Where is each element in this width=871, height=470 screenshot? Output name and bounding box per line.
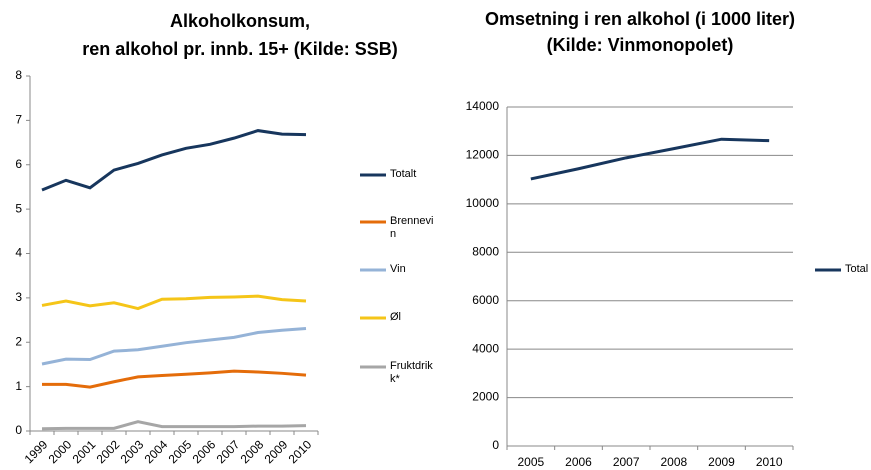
y-tick-label: 6	[15, 157, 22, 171]
x-tick-label: 2004	[142, 437, 171, 466]
x-tick-label: 2001	[70, 437, 99, 466]
chart-title: Omsetning i ren alkohol (i 1000 liter)	[485, 9, 795, 29]
y-tick-label: 2	[15, 334, 22, 348]
legend-entry: Fruktdrikk*	[390, 360, 433, 385]
chart-title: ren alkohol pr. innb. 15+ (Kilde: SSB)	[82, 39, 398, 59]
legend-entry: Totalt	[390, 168, 417, 180]
x-tick-label: 2010	[756, 455, 783, 469]
legend-entry: Brennevin	[390, 215, 434, 240]
x-tick-label: 2006	[190, 437, 219, 466]
x-tick-label: 2005	[166, 437, 195, 466]
y-tick-label: 10000	[466, 196, 500, 210]
y-tick-label: 12000	[466, 148, 500, 162]
y-tick-label: 4	[15, 246, 22, 260]
y-tick-label: 3	[15, 290, 22, 304]
x-tick-label: 2007	[613, 455, 640, 469]
series-line	[41, 326, 307, 366]
x-tick-label: 2007	[214, 437, 243, 466]
y-tick-label: 4000	[472, 341, 499, 355]
x-tick-label: 2006	[565, 455, 592, 469]
x-tick-label: 2000	[46, 437, 75, 466]
x-tick-label: 2010	[286, 437, 315, 466]
legend-label: Øl	[390, 311, 401, 323]
x-tick-label: 2008	[238, 437, 267, 466]
chart-title: (Kilde: Vinmonopolet)	[547, 35, 734, 55]
x-tick-label: 2003	[118, 437, 147, 466]
y-tick-label: 8000	[472, 244, 499, 258]
chart-title: Alkoholkonsum,	[170, 11, 310, 31]
x-tick-label: 1999	[22, 437, 51, 466]
legend-label: Vin	[390, 263, 406, 275]
y-tick-label: 6000	[472, 293, 499, 307]
y-tick-label: 0	[492, 438, 499, 452]
legend-label: Fruktdrikk*	[390, 360, 433, 385]
legend-entry: Total	[845, 263, 869, 275]
legend-entry: Øl	[390, 311, 401, 323]
y-tick-label: 14000	[466, 99, 500, 113]
x-tick-label: 2008	[660, 455, 687, 469]
series-line	[42, 369, 307, 389]
legend-entry: Vin	[390, 263, 406, 275]
y-tick-label: 2000	[472, 390, 499, 404]
series-line	[530, 137, 770, 181]
legend-label: Total	[845, 263, 869, 275]
y-tick-label: 5	[15, 201, 22, 215]
x-tick-label: 2005	[517, 455, 544, 469]
y-tick-label: 0	[15, 423, 22, 437]
series-line	[41, 294, 307, 311]
x-tick-label: 2009	[708, 455, 735, 469]
x-tick-label: 2002	[94, 437, 123, 466]
legend-label: Brennevin	[390, 215, 434, 240]
y-tick-label: 8	[15, 68, 22, 82]
y-tick-label: 1	[15, 379, 22, 393]
legend-label: Totalt	[390, 168, 417, 180]
series-line	[41, 420, 307, 431]
y-tick-label: 7	[15, 113, 22, 127]
series-line	[41, 129, 307, 192]
x-tick-label: 2009	[262, 437, 291, 466]
